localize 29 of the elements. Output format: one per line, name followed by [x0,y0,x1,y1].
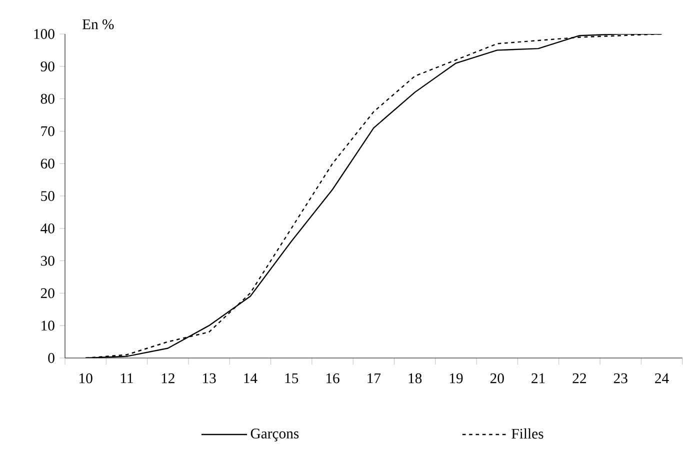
x-tick-label: 14 [244,373,258,384]
x-tick-label: 12 [162,373,174,384]
y-tick-label: 10 [42,320,54,331]
x-tick-label: 11 [120,373,133,384]
y-tick-label: 20 [40,288,54,298]
y-tick-label: 80 [40,94,54,104]
x-tick-label: 22 [572,373,586,384]
y-tick-label: 50 [41,191,54,201]
x-tick-label: 17 [368,373,381,384]
y-tick-label: 40 [40,223,54,234]
x-tick-label: 15 [285,373,298,384]
x-tick-label: 20 [490,373,504,384]
legend-label: Garçons [250,428,299,442]
x-tick-label: 10 [80,373,92,384]
x-tick-label: 19 [450,373,463,384]
x-tick-label: 21 [532,373,545,384]
x-tick-label: 23 [614,373,628,384]
y-tick-label: 30 [41,256,54,266]
y-tick-label: 70 [41,126,54,136]
y-tick-label: 0 [48,353,54,363]
y-tick-label: 100 [34,29,54,39]
x-tick-label: 13 [203,373,216,384]
x-tick-label: 18 [408,373,422,384]
x-tick-label: 24 [655,373,669,384]
y-axis-title: En % [82,19,114,30]
y-tick-label: 60 [40,158,54,169]
y-tick-label: 90 [40,61,54,72]
x-tick-label: 16 [326,373,340,384]
legend-label: Filles [512,428,544,439]
